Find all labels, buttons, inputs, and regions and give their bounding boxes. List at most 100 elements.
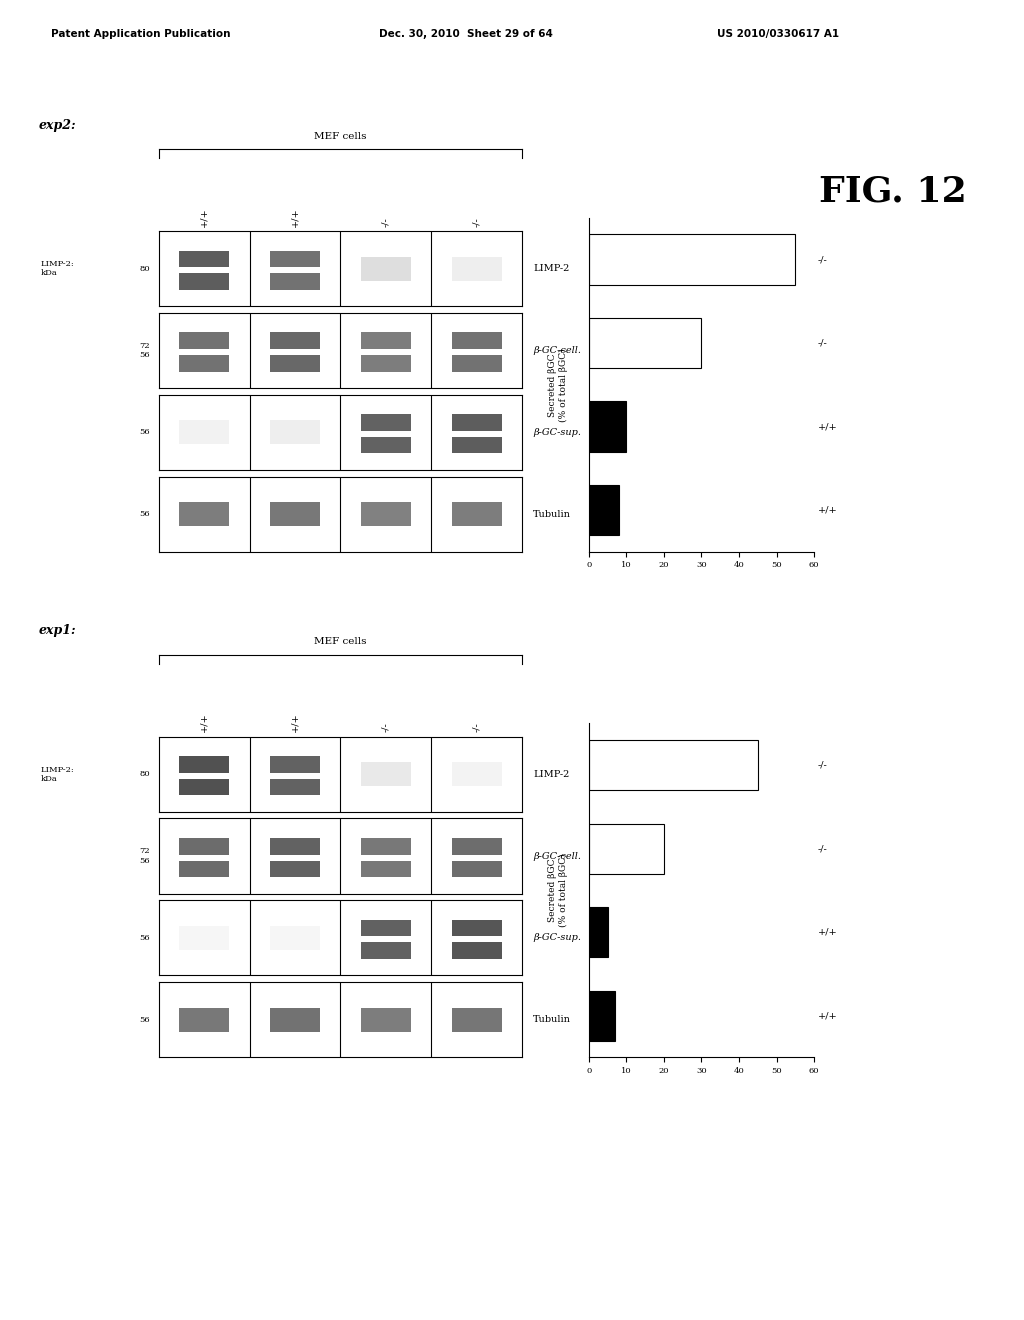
Bar bbox=[179, 251, 229, 267]
Bar bbox=[452, 256, 502, 281]
Bar bbox=[179, 861, 229, 876]
Bar bbox=[179, 502, 229, 527]
Bar bbox=[589, 824, 664, 874]
Bar bbox=[452, 861, 502, 876]
Text: 72
56: 72 56 bbox=[139, 847, 150, 865]
Text: LIMP-2: LIMP-2 bbox=[534, 264, 569, 273]
Text: 80: 80 bbox=[139, 770, 150, 779]
Bar bbox=[452, 414, 502, 430]
Text: +/+: +/+ bbox=[818, 1011, 838, 1020]
Bar bbox=[589, 318, 701, 368]
Bar bbox=[179, 925, 229, 950]
Text: exp2:: exp2: bbox=[39, 119, 77, 132]
Bar bbox=[589, 990, 615, 1040]
Text: LIMP-2:
kDa: LIMP-2: kDa bbox=[41, 766, 75, 783]
Text: -/-: -/- bbox=[472, 722, 481, 733]
Bar bbox=[270, 838, 321, 854]
Text: 56: 56 bbox=[139, 428, 150, 437]
Bar bbox=[270, 861, 321, 876]
Bar bbox=[452, 333, 502, 348]
Bar bbox=[360, 942, 411, 958]
Text: Secreted βGC
(% of total βGC): Secreted βGC (% of total βGC) bbox=[548, 348, 568, 421]
Text: LIMP-2:
kDa: LIMP-2: kDa bbox=[41, 260, 75, 277]
Bar bbox=[179, 779, 229, 795]
Text: 56: 56 bbox=[139, 1015, 150, 1024]
Text: -/-: -/- bbox=[818, 255, 827, 264]
Text: +/+: +/+ bbox=[200, 713, 209, 733]
Text: -/-: -/- bbox=[381, 216, 390, 227]
Text: 56: 56 bbox=[139, 933, 150, 942]
Bar bbox=[179, 420, 229, 445]
Bar bbox=[360, 355, 411, 371]
Bar bbox=[179, 756, 229, 772]
Bar bbox=[270, 925, 321, 950]
Text: exp1:: exp1: bbox=[39, 624, 77, 638]
Bar bbox=[452, 502, 502, 527]
Text: β-GC-sup.: β-GC-sup. bbox=[534, 933, 582, 942]
Bar bbox=[179, 273, 229, 289]
Bar bbox=[270, 1007, 321, 1032]
Text: LIMP-2: LIMP-2 bbox=[534, 770, 569, 779]
Text: +/+: +/+ bbox=[818, 422, 838, 432]
Bar bbox=[360, 502, 411, 527]
Bar bbox=[452, 1007, 502, 1032]
Bar bbox=[360, 414, 411, 430]
Text: FIG. 12: FIG. 12 bbox=[819, 174, 967, 209]
Text: +/+: +/+ bbox=[291, 713, 300, 733]
Bar bbox=[452, 942, 502, 958]
Bar bbox=[270, 420, 321, 445]
Text: 56: 56 bbox=[139, 510, 150, 519]
Text: Dec. 30, 2010  Sheet 29 of 64: Dec. 30, 2010 Sheet 29 of 64 bbox=[379, 29, 553, 40]
Text: -/-: -/- bbox=[381, 722, 390, 733]
Text: Secreted βGC
(% of total βGC): Secreted βGC (% of total βGC) bbox=[548, 854, 568, 927]
Bar bbox=[270, 251, 321, 267]
Text: Tubulin: Tubulin bbox=[534, 1015, 571, 1024]
Bar bbox=[589, 235, 796, 285]
Bar bbox=[452, 838, 502, 854]
Text: β-GC-cell.: β-GC-cell. bbox=[534, 346, 582, 355]
Text: -/-: -/- bbox=[818, 843, 827, 853]
Text: -/-: -/- bbox=[818, 338, 827, 347]
Text: β-GC-sup.: β-GC-sup. bbox=[534, 428, 582, 437]
Text: MEF cells: MEF cells bbox=[314, 638, 367, 647]
Text: -/-: -/- bbox=[818, 760, 827, 770]
Text: +/+: +/+ bbox=[818, 928, 838, 937]
Text: Tubulin: Tubulin bbox=[534, 510, 571, 519]
Bar bbox=[360, 861, 411, 876]
Bar bbox=[270, 502, 321, 527]
Bar bbox=[179, 838, 229, 854]
Bar bbox=[360, 1007, 411, 1032]
Text: MEF cells: MEF cells bbox=[314, 132, 367, 141]
Text: Patent Application Publication: Patent Application Publication bbox=[51, 29, 230, 40]
Text: -/-: -/- bbox=[472, 216, 481, 227]
Bar bbox=[360, 437, 411, 453]
Text: β-GC-cell.: β-GC-cell. bbox=[534, 851, 582, 861]
Bar bbox=[360, 920, 411, 936]
Bar bbox=[360, 333, 411, 348]
Bar bbox=[179, 355, 229, 371]
Text: +/+: +/+ bbox=[818, 506, 838, 515]
Bar bbox=[452, 920, 502, 936]
Bar bbox=[270, 333, 321, 348]
Bar bbox=[360, 762, 411, 787]
Bar bbox=[179, 1007, 229, 1032]
Bar bbox=[360, 838, 411, 854]
Bar bbox=[452, 437, 502, 453]
Bar bbox=[270, 779, 321, 795]
Text: +/+: +/+ bbox=[291, 207, 300, 227]
Bar bbox=[360, 256, 411, 281]
Bar bbox=[589, 484, 618, 535]
Bar bbox=[270, 273, 321, 289]
Text: US 2010/0330617 A1: US 2010/0330617 A1 bbox=[717, 29, 839, 40]
Bar bbox=[452, 355, 502, 371]
Bar bbox=[270, 756, 321, 772]
Bar bbox=[452, 762, 502, 787]
Bar bbox=[589, 401, 627, 451]
Bar bbox=[589, 907, 607, 957]
Text: 72
56: 72 56 bbox=[139, 342, 150, 359]
Bar bbox=[179, 333, 229, 348]
Text: 80: 80 bbox=[139, 264, 150, 273]
Bar bbox=[589, 741, 758, 791]
Text: +/+: +/+ bbox=[200, 207, 209, 227]
Bar bbox=[270, 355, 321, 371]
